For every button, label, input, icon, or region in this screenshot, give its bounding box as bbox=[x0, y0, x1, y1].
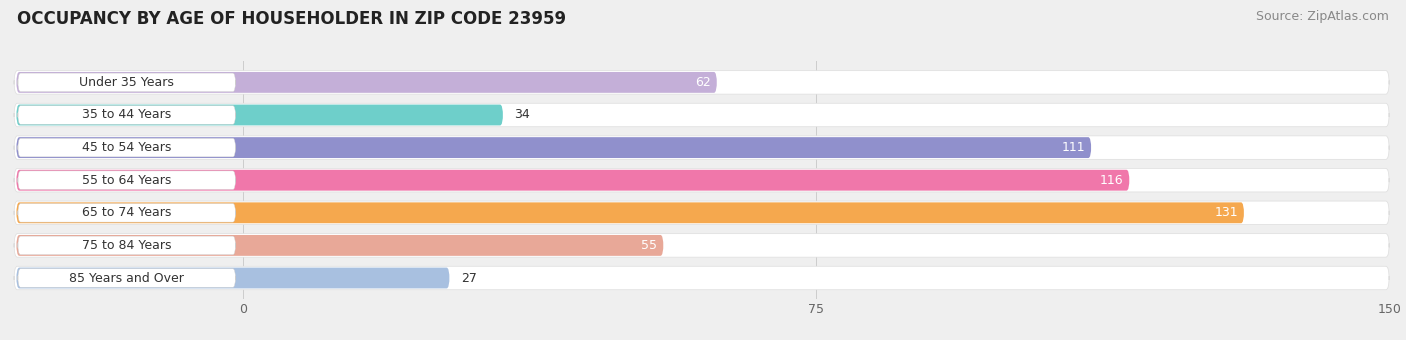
FancyBboxPatch shape bbox=[17, 72, 717, 93]
Text: 85 Years and Over: 85 Years and Over bbox=[69, 272, 184, 285]
FancyBboxPatch shape bbox=[14, 168, 1389, 192]
Text: 116: 116 bbox=[1099, 174, 1123, 187]
Text: 131: 131 bbox=[1215, 206, 1237, 219]
FancyBboxPatch shape bbox=[18, 138, 236, 157]
Text: 75 to 84 Years: 75 to 84 Years bbox=[82, 239, 172, 252]
Text: 62: 62 bbox=[695, 76, 711, 89]
Text: 111: 111 bbox=[1062, 141, 1085, 154]
Text: 27: 27 bbox=[461, 272, 477, 285]
Text: OCCUPANCY BY AGE OF HOUSEHOLDER IN ZIP CODE 23959: OCCUPANCY BY AGE OF HOUSEHOLDER IN ZIP C… bbox=[17, 10, 567, 28]
Text: 55: 55 bbox=[641, 239, 657, 252]
Text: 55 to 64 Years: 55 to 64 Years bbox=[82, 174, 172, 187]
Text: 65 to 74 Years: 65 to 74 Years bbox=[82, 206, 172, 219]
FancyBboxPatch shape bbox=[18, 269, 236, 287]
FancyBboxPatch shape bbox=[14, 103, 1389, 127]
FancyBboxPatch shape bbox=[14, 266, 1389, 290]
FancyBboxPatch shape bbox=[18, 171, 236, 189]
FancyBboxPatch shape bbox=[17, 235, 664, 256]
FancyBboxPatch shape bbox=[18, 106, 236, 124]
FancyBboxPatch shape bbox=[17, 170, 1129, 191]
FancyBboxPatch shape bbox=[14, 71, 1389, 94]
FancyBboxPatch shape bbox=[18, 236, 236, 255]
Text: 35 to 44 Years: 35 to 44 Years bbox=[82, 108, 172, 121]
FancyBboxPatch shape bbox=[18, 73, 236, 92]
FancyBboxPatch shape bbox=[17, 268, 450, 288]
FancyBboxPatch shape bbox=[17, 202, 1244, 223]
FancyBboxPatch shape bbox=[14, 201, 1389, 224]
Text: 45 to 54 Years: 45 to 54 Years bbox=[82, 141, 172, 154]
Text: Under 35 Years: Under 35 Years bbox=[79, 76, 174, 89]
FancyBboxPatch shape bbox=[17, 137, 1091, 158]
FancyBboxPatch shape bbox=[18, 204, 236, 222]
FancyBboxPatch shape bbox=[17, 105, 503, 125]
Text: 34: 34 bbox=[515, 108, 530, 121]
FancyBboxPatch shape bbox=[14, 136, 1389, 159]
FancyBboxPatch shape bbox=[14, 234, 1389, 257]
Text: Source: ZipAtlas.com: Source: ZipAtlas.com bbox=[1256, 10, 1389, 23]
